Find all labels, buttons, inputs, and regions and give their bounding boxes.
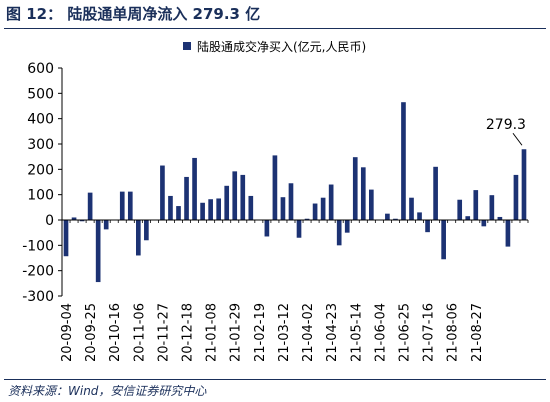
bar bbox=[176, 206, 181, 220]
bar bbox=[489, 195, 495, 220]
bar bbox=[224, 185, 230, 220]
bar bbox=[336, 220, 342, 246]
bar-chart: 陆股通成交净买入(亿元,人民币) -300 -200 -100 0 100 200 300 4… bbox=[22, 39, 529, 362]
x-tick-label: 21-08-06 bbox=[446, 303, 461, 362]
legend-label: 陆股通成交净买入(亿元,人民币) bbox=[197, 39, 366, 54]
bar bbox=[288, 183, 294, 220]
bar bbox=[304, 218, 310, 220]
bar bbox=[264, 220, 270, 237]
annotations: 279.3 bbox=[486, 117, 526, 146]
x-tick-label: 21-01-08 bbox=[205, 303, 220, 362]
x-tick-label: 21-02-19 bbox=[253, 303, 268, 362]
bar bbox=[473, 190, 479, 220]
x-tick-label: 21-04-02 bbox=[301, 303, 316, 362]
x-tick-label: 21-08-27 bbox=[470, 303, 485, 362]
legend-swatch bbox=[183, 42, 191, 50]
bar bbox=[200, 202, 205, 220]
bar bbox=[465, 216, 471, 220]
x-tick-label: 20-11-27 bbox=[156, 303, 171, 362]
source-divider bbox=[4, 379, 546, 380]
x-tick-label: 20-09-25 bbox=[84, 303, 99, 362]
bar bbox=[232, 171, 238, 220]
bar bbox=[79, 220, 85, 222]
bar bbox=[160, 165, 165, 220]
y-tick-label: 400 bbox=[27, 112, 54, 128]
x-tick-label: 20-09-04 bbox=[60, 303, 75, 362]
bar bbox=[248, 195, 254, 220]
bar bbox=[135, 220, 141, 256]
x-tick-label: 20-11-06 bbox=[132, 303, 147, 362]
bar bbox=[87, 192, 93, 220]
bar bbox=[360, 167, 366, 220]
bar bbox=[441, 220, 446, 260]
bar bbox=[144, 220, 149, 241]
bar bbox=[240, 174, 246, 220]
y-tick-label: -100 bbox=[22, 238, 54, 254]
source-note: 资料来源：Wind，安信证券研究中心 bbox=[8, 384, 207, 398]
bar bbox=[497, 216, 503, 220]
y-tick-label: 0 bbox=[45, 213, 54, 229]
bar bbox=[481, 220, 487, 227]
title-divider bbox=[4, 28, 546, 29]
bar bbox=[208, 199, 213, 220]
bar bbox=[320, 197, 326, 220]
bar bbox=[401, 102, 406, 220]
y-tick-label: 100 bbox=[27, 188, 54, 204]
bar bbox=[216, 198, 222, 220]
bar bbox=[385, 213, 390, 220]
x-tick-label: 21-03-12 bbox=[277, 303, 292, 362]
y-tick-label: 200 bbox=[27, 162, 54, 178]
bar bbox=[344, 220, 350, 233]
bar bbox=[457, 199, 463, 220]
y-tick-label: -300 bbox=[22, 289, 54, 305]
bar bbox=[409, 197, 414, 220]
bar bbox=[280, 197, 286, 220]
annotation-label: 279.3 bbox=[486, 117, 526, 133]
bar bbox=[192, 157, 197, 220]
x-axis: 20-09-04 20-09-25 20-10-16 20-11-06 20-11-27… bbox=[60, 219, 529, 362]
x-tick-label: 21-06-25 bbox=[397, 303, 412, 362]
bar bbox=[296, 220, 302, 238]
bar bbox=[312, 203, 318, 220]
x-tick-label: 20-10-16 bbox=[108, 303, 123, 362]
bar bbox=[103, 220, 109, 230]
bar bbox=[425, 220, 430, 233]
bar bbox=[393, 218, 398, 220]
x-tick-label: 21-05-14 bbox=[349, 303, 364, 362]
y-tick-label: 500 bbox=[27, 86, 54, 102]
x-tick-label: 21-01-29 bbox=[229, 303, 244, 362]
x-tick-label: 21-04-23 bbox=[325, 303, 340, 362]
y-tick-label: -200 bbox=[22, 264, 54, 280]
bar bbox=[71, 217, 77, 220]
bar bbox=[521, 149, 527, 220]
bar bbox=[328, 184, 334, 220]
x-tick-label: 20-12-18 bbox=[181, 303, 196, 362]
x-tick-label: 21-06-04 bbox=[373, 303, 388, 362]
bar bbox=[184, 176, 189, 220]
legend: 陆股通成交净买入(亿元,人民币) bbox=[183, 39, 366, 54]
figure-title: 图 12： 陆股通单周净流入 279.3 亿 bbox=[6, 5, 261, 23]
annotation-leader bbox=[512, 132, 523, 146]
bar bbox=[513, 174, 519, 220]
y-tick-label: 600 bbox=[27, 61, 54, 77]
bar bbox=[95, 220, 101, 283]
bar bbox=[352, 157, 358, 220]
bar bbox=[505, 220, 511, 247]
bar bbox=[433, 166, 438, 220]
bar bbox=[168, 195, 173, 220]
bar bbox=[63, 220, 69, 257]
bar bbox=[119, 191, 125, 220]
y-tick-label: 300 bbox=[27, 137, 54, 153]
bar bbox=[417, 212, 422, 220]
bars bbox=[63, 102, 527, 283]
bar bbox=[368, 189, 374, 220]
bar bbox=[272, 155, 278, 220]
x-tick-label: 21-07-16 bbox=[422, 303, 437, 362]
y-axis: -300 -200 -100 0 100 200 300 400 500 600 bbox=[22, 61, 63, 305]
bar bbox=[127, 191, 133, 220]
